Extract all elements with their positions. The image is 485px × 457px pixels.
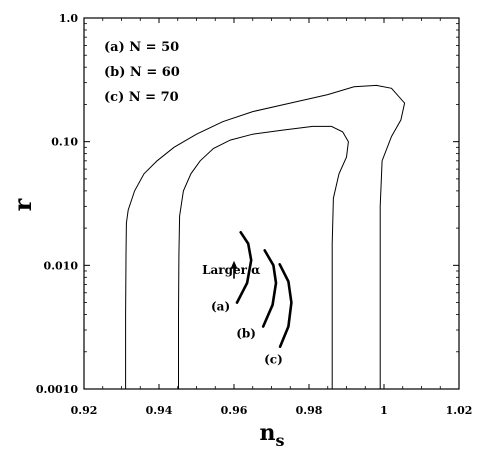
x-axis-ticks: 0.92 0.94 0.96 0.98 1 1.02: [71, 18, 473, 417]
series-c-line: [278, 263, 293, 348]
x-tick-label: 0.96: [221, 404, 248, 417]
x-tick-label: 1.02: [446, 404, 473, 417]
contour-layer: [125, 84, 406, 389]
series-layer: (a) (b) (c): [211, 231, 293, 367]
x-tick-label: 1: [380, 404, 388, 417]
series-a-line: [235, 231, 253, 304]
x-axis-title-main: n: [259, 420, 275, 446]
legend: (a) N = 50 (b) N = 60 (c) N = 70: [104, 40, 180, 105]
y-tick-label: 0.0010: [36, 383, 78, 396]
x-tick-label: 0.98: [296, 404, 323, 417]
series-b-label: (b): [236, 327, 256, 341]
y-tick-label: 0.010: [44, 259, 79, 272]
annotation-arrowhead: [230, 260, 238, 269]
legend-entry-b: (b) N = 60: [104, 65, 180, 80]
series-b-line: [261, 249, 278, 328]
y-axis-ticks: 0.0010 0.010 0.10 1.0: [36, 12, 459, 396]
y-tick-label: 0.10: [51, 136, 78, 149]
contour-1: [125, 84, 406, 389]
y-tick-label: 1.0: [59, 12, 78, 25]
annotation-larger-alpha: Larger α: [202, 263, 260, 277]
contour-2: [178, 125, 349, 389]
legend-entry-c: (c) N = 70: [104, 90, 179, 105]
x-tick-label: 0.94: [146, 404, 173, 417]
annotation-layer: Larger α: [202, 260, 260, 279]
series-a-label: (a): [211, 300, 230, 314]
x-axis-title-subscript: s: [275, 431, 284, 450]
legend-entry-a: (a) N = 50: [104, 40, 179, 55]
x-tick-label: 0.92: [71, 404, 98, 417]
x-axis-title: ns: [259, 420, 284, 450]
y-axis-title: r: [8, 198, 37, 211]
series-c-label: (c): [264, 353, 283, 367]
